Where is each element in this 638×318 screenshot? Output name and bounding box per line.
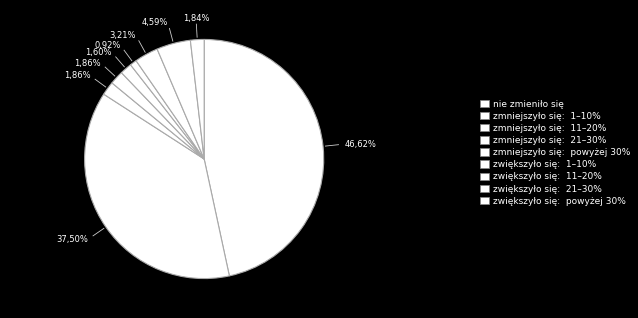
Text: 0,92%: 0,92%: [94, 41, 121, 50]
Text: 1,84%: 1,84%: [182, 14, 209, 23]
Wedge shape: [104, 83, 204, 159]
Text: 46,62%: 46,62%: [345, 140, 376, 149]
Legend: nie zmieniło się, zmniejszyło się:  1–10%, zmniejszyło się:  11–20%, zmniejszyło: nie zmieniło się, zmniejszyło się: 1–10%…: [477, 97, 634, 209]
Wedge shape: [85, 94, 230, 279]
Wedge shape: [190, 39, 204, 159]
Text: 1,86%: 1,86%: [74, 59, 101, 67]
Text: 4,59%: 4,59%: [142, 18, 168, 27]
Wedge shape: [131, 61, 204, 159]
Wedge shape: [121, 65, 204, 159]
Wedge shape: [157, 40, 204, 159]
Wedge shape: [112, 73, 204, 159]
Text: 3,21%: 3,21%: [110, 31, 136, 40]
Wedge shape: [204, 39, 323, 276]
Text: 1,60%: 1,60%: [85, 48, 112, 57]
Text: 1,86%: 1,86%: [64, 71, 90, 80]
Text: 37,50%: 37,50%: [56, 235, 88, 244]
Wedge shape: [136, 49, 204, 159]
